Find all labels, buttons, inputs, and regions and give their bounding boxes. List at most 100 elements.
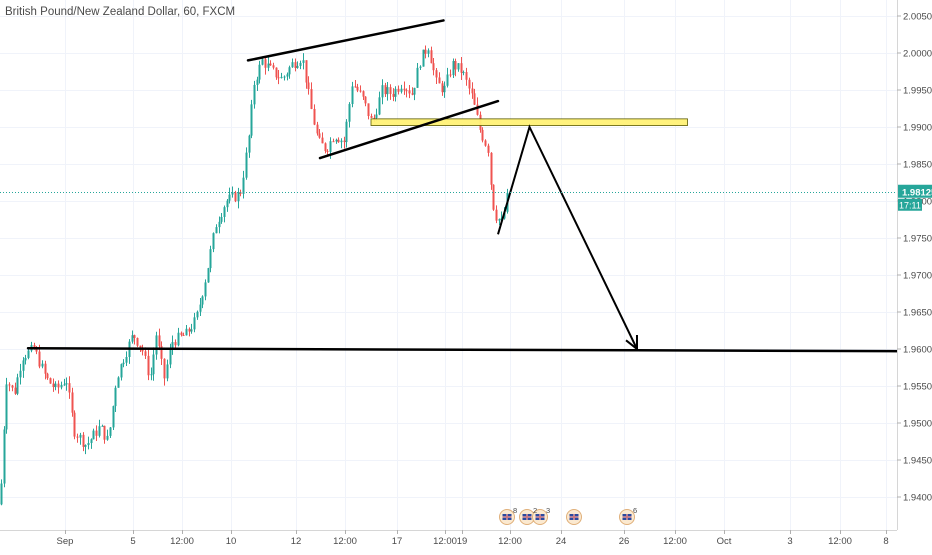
candle-body[interactable] — [166, 364, 169, 379]
candle-body[interactable] — [264, 59, 267, 68]
candle-body[interactable] — [16, 377, 19, 394]
candle-body[interactable] — [277, 77, 280, 79]
candle-body[interactable] — [8, 384, 11, 386]
candle-body[interactable] — [147, 355, 150, 376]
candle-body[interactable] — [386, 87, 389, 95]
candle-body[interactable] — [495, 209, 498, 221]
candle-body[interactable] — [180, 332, 183, 336]
candle-body[interactable] — [332, 141, 335, 143]
candle-body[interactable] — [299, 62, 302, 66]
candle-body[interactable] — [63, 384, 66, 386]
event-flag-icon[interactable] — [499, 509, 515, 525]
candle-body[interactable] — [196, 311, 199, 318]
candle-body[interactable] — [443, 85, 446, 93]
candle-body[interactable] — [375, 114, 378, 118]
candle-body[interactable] — [237, 192, 240, 202]
candle-body[interactable] — [98, 426, 101, 436]
price-axis[interactable]: 2.005002.000001.995001.990001.985001.980… — [897, 0, 932, 550]
candle-body[interactable] — [484, 140, 487, 146]
candle-body[interactable] — [449, 74, 452, 76]
candle-body[interactable] — [188, 328, 191, 332]
candle-body[interactable] — [356, 86, 359, 91]
candle-body[interactable] — [378, 97, 381, 115]
event-flag-icon[interactable] — [566, 509, 582, 525]
candle-body[interactable] — [193, 317, 196, 330]
candle-body[interactable] — [174, 342, 177, 346]
candle-body[interactable] — [392, 93, 395, 97]
candle-body[interactable] — [318, 133, 321, 138]
candle-body[interactable] — [460, 63, 463, 73]
candle-body[interactable] — [139, 345, 142, 348]
candle-body[interactable] — [90, 439, 93, 444]
channel-lower-line[interactable] — [318, 99, 500, 160]
candle-body[interactable] — [253, 84, 256, 105]
candle-body[interactable] — [46, 373, 49, 379]
candle-body[interactable] — [340, 140, 343, 143]
candle-body[interactable] — [120, 364, 123, 378]
candle-body[interactable] — [381, 85, 384, 98]
candle-body[interactable] — [441, 83, 444, 93]
candle-body[interactable] — [492, 184, 495, 210]
candle-body[interactable] — [169, 349, 172, 365]
candle-body[interactable] — [351, 86, 354, 105]
candle-body[interactable] — [101, 425, 104, 427]
candle-body[interactable] — [171, 342, 174, 350]
candle-body[interactable] — [394, 88, 397, 97]
candle-body[interactable] — [76, 436, 79, 438]
candle-body[interactable] — [462, 72, 465, 74]
candle-body[interactable] — [33, 345, 36, 349]
candle-body[interactable] — [343, 140, 346, 143]
candle-body[interactable] — [3, 429, 6, 484]
candle-body[interactable] — [103, 425, 106, 440]
candle-body[interactable] — [261, 59, 264, 65]
candle-body[interactable] — [19, 370, 22, 378]
candle-body[interactable] — [65, 383, 68, 385]
candle-body[interactable] — [454, 60, 457, 70]
candle-body[interactable] — [228, 194, 231, 201]
candle-body[interactable] — [158, 335, 161, 347]
candle-body[interactable] — [239, 192, 242, 194]
candle-body[interactable] — [150, 374, 153, 376]
candle-body[interactable] — [498, 219, 501, 221]
candle-body[interactable] — [201, 296, 204, 305]
projection-path[interactable] — [497, 124, 638, 350]
candle-body[interactable] — [212, 233, 215, 250]
candle-body[interactable] — [226, 200, 229, 208]
candle-body[interactable] — [405, 90, 408, 92]
candle-body[interactable] — [283, 76, 286, 78]
candle-body[interactable] — [177, 332, 180, 346]
candle-body[interactable] — [345, 121, 348, 143]
candle-body[interactable] — [457, 63, 460, 70]
candle-body[interactable] — [362, 91, 365, 97]
candle-body[interactable] — [71, 392, 74, 413]
candle-body[interactable] — [313, 108, 316, 125]
candle-body[interactable] — [5, 384, 8, 430]
candle-body[interactable] — [144, 351, 147, 356]
candle-body[interactable] — [73, 412, 76, 437]
candle-body[interactable] — [354, 86, 357, 88]
candle-body[interactable] — [435, 70, 438, 78]
candle-body[interactable] — [155, 335, 158, 355]
candle-body[interactable] — [136, 337, 139, 346]
candle-body[interactable] — [416, 67, 419, 88]
candle-body[interactable] — [82, 434, 85, 447]
candle-body[interactable] — [242, 177, 245, 194]
candle-body[interactable] — [471, 88, 474, 94]
candle-body[interactable] — [204, 282, 207, 297]
candle-body[interactable] — [337, 139, 340, 143]
candle-body[interactable] — [302, 60, 305, 63]
candle-body[interactable] — [413, 87, 416, 95]
candle-body[interactable] — [207, 268, 210, 283]
candle-body[interactable] — [44, 363, 47, 374]
candle-body[interactable] — [14, 387, 17, 394]
candle-body[interactable] — [114, 387, 117, 407]
candle-body[interactable] — [182, 335, 185, 337]
candle-body[interactable] — [367, 103, 370, 117]
candle-body[interactable] — [422, 49, 425, 67]
drawings[interactable] — [26, 19, 907, 353]
candle-body[interactable] — [411, 93, 414, 95]
candle-body[interactable] — [389, 87, 392, 94]
candle-body[interactable] — [419, 66, 422, 68]
candle-body[interactable] — [432, 63, 435, 71]
